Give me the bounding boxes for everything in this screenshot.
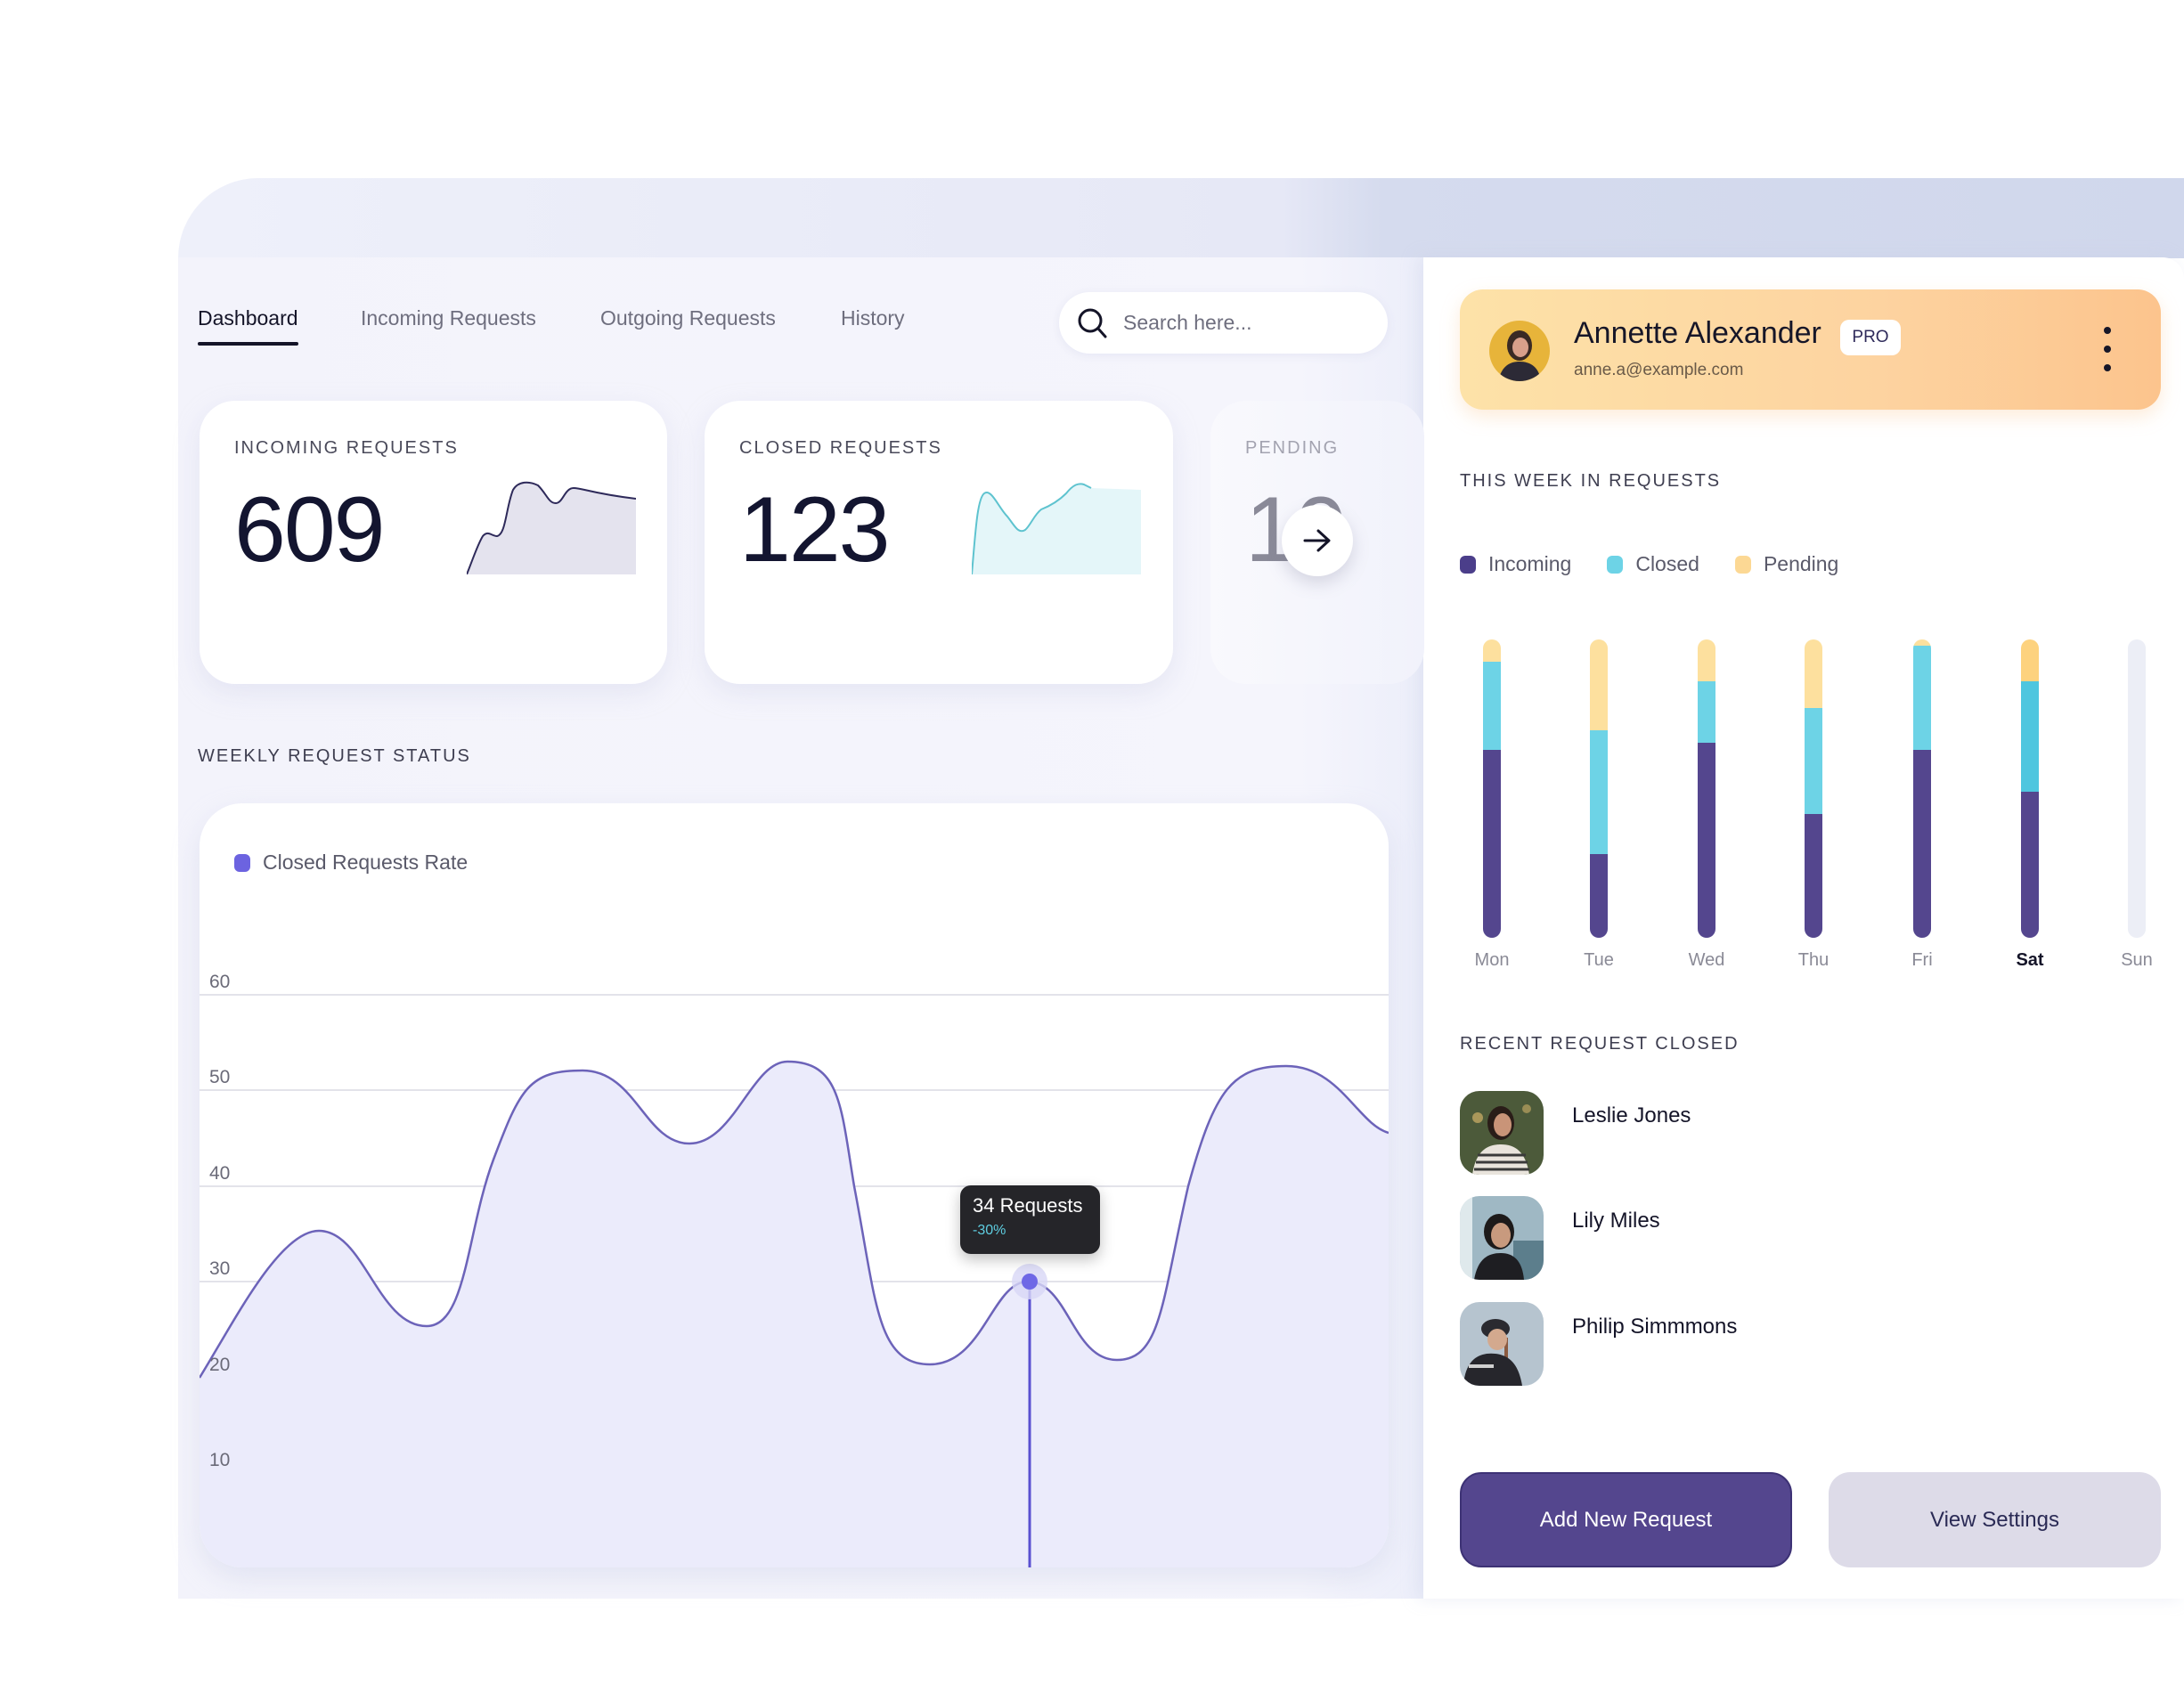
bar-fri[interactable]: [1913, 639, 1931, 938]
weekly-chart-card: Closed Requests Rate: [200, 803, 1389, 1567]
tooltip-delta: -30%: [973, 1223, 1006, 1238]
day-label-sun: Sun: [2121, 950, 2153, 970]
more-options-icon[interactable]: [2100, 327, 2115, 371]
day-label-sat: Sat: [2016, 950, 2044, 970]
recent-item[interactable]: Philip Simmmons: [1460, 1302, 1737, 1386]
legend-pending: Pending: [1734, 552, 1839, 576]
highlight-point: [1022, 1274, 1038, 1290]
bar-mon[interactable]: [1483, 639, 1501, 938]
stat-value: 123: [739, 478, 891, 582]
legend-label: Pending: [1763, 552, 1839, 575]
profile-name: Annette Alexander: [1574, 316, 1821, 350]
next-card-button[interactable]: [1282, 505, 1353, 576]
legend-dot-pending: [1734, 555, 1751, 574]
legend-dot-incoming: [1460, 555, 1476, 574]
y-tick-50: 50: [209, 1067, 231, 1087]
search-icon: [1078, 308, 1107, 338]
search-box[interactable]: [1059, 292, 1388, 354]
pro-badge: PRO: [1840, 320, 1901, 355]
tooltip-title: 34 Requests: [973, 1194, 1083, 1217]
legend-dot-closed: [1607, 555, 1624, 574]
tab-history[interactable]: History: [841, 306, 905, 330]
profile-card: Annette Alexander PRO anne.a@example.com: [1460, 289, 2161, 410]
bar-thu[interactable]: [1805, 639, 1822, 938]
day-label-fri: Fri: [1911, 950, 1933, 970]
week-legend: Incoming Closed Pending: [1460, 552, 1838, 576]
search-input[interactable]: [1123, 311, 1373, 335]
legend-dot-closed-rate: [234, 853, 250, 872]
stat-label: CLOSED REQUESTS: [739, 438, 942, 458]
right-panel: [1423, 257, 2184, 1599]
recent-name: Leslie Jones: [1572, 1103, 1691, 1127]
recent-name: Lily Miles: [1572, 1209, 1660, 1233]
arrow-right-icon: [1303, 529, 1331, 552]
stat-card-incoming[interactable]: INCOMING REQUESTS 609: [200, 401, 667, 684]
day-label-mon: Mon: [1474, 950, 1510, 970]
closed-sparkline: [972, 483, 1141, 574]
stat-label: INCOMING REQUESTS: [234, 438, 459, 458]
stat-value: 609: [234, 478, 386, 582]
add-new-request-button[interactable]: Add New Request: [1460, 1472, 1792, 1567]
tab-outgoing-requests[interactable]: Outgoing Requests: [600, 306, 776, 330]
avatar: [1460, 1091, 1544, 1175]
day-label-wed: Wed: [1688, 950, 1725, 970]
bar-tue[interactable]: [1590, 639, 1608, 938]
legend-incoming: Incoming: [1460, 552, 1571, 576]
bar-wed[interactable]: [1698, 639, 1715, 938]
y-tick-60: 60: [209, 972, 231, 992]
window-top-band: [178, 178, 2184, 258]
day-label-thu: Thu: [1797, 950, 1830, 970]
stat-label: PENDING: [1245, 438, 1340, 458]
weekly-section-title: WEEKLY REQUEST STATUS: [198, 746, 471, 766]
legend-label: Closed: [1635, 552, 1699, 575]
recent-item[interactable]: Leslie Jones: [1460, 1091, 1691, 1175]
legend-label: Incoming: [1488, 552, 1572, 575]
chart-legend: Closed Requests Rate: [234, 851, 468, 875]
view-settings-button[interactable]: View Settings: [1829, 1472, 2161, 1567]
recent-item[interactable]: Lily Miles: [1460, 1196, 1660, 1280]
this-week-title: THIS WEEK IN REQUESTS: [1460, 471, 1722, 491]
y-tick-30: 30: [209, 1258, 231, 1279]
avatar[interactable]: [1489, 321, 1550, 381]
tab-incoming-requests[interactable]: Incoming Requests: [361, 306, 536, 330]
chart-tooltip: 34 Requests -30%: [960, 1185, 1100, 1254]
stat-card-closed[interactable]: CLOSED REQUESTS 123: [705, 401, 1173, 684]
legend-label: Closed Requests Rate: [263, 851, 469, 874]
avatar: [1460, 1302, 1544, 1386]
bar-sun[interactable]: [2128, 639, 2146, 938]
avatar: [1460, 1196, 1544, 1280]
y-tick-10: 10: [209, 1450, 231, 1470]
profile-email: anne.a@example.com: [1574, 361, 1744, 379]
recent-title: RECENT REQUEST CLOSED: [1460, 1034, 1740, 1054]
tab-dashboard[interactable]: Dashboard: [198, 306, 298, 346]
recent-name: Philip Simmmons: [1572, 1315, 1738, 1339]
day-label-tue: Tue: [1584, 950, 1614, 970]
y-tick-20: 20: [209, 1355, 231, 1375]
bar-sat[interactable]: [2021, 639, 2039, 938]
legend-closed: Closed: [1607, 552, 1699, 576]
y-tick-40: 40: [209, 1163, 231, 1184]
incoming-sparkline: [467, 481, 636, 574]
closed-rate-area-chart: [200, 994, 1389, 1567]
